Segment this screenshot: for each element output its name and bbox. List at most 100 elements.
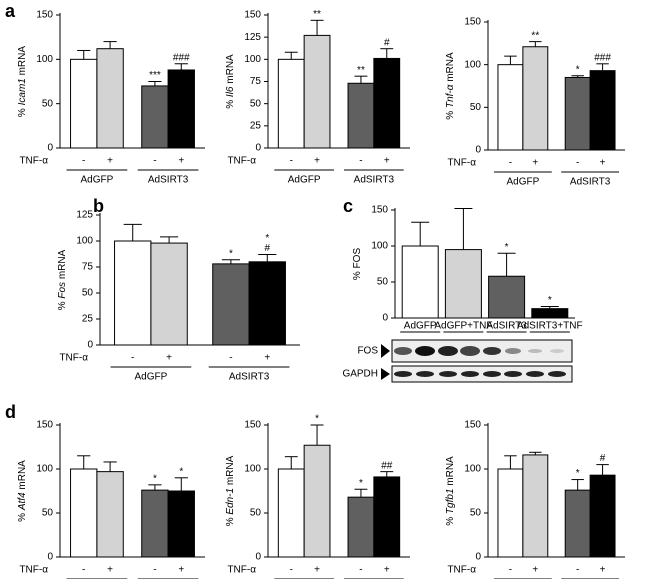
y-axis-label: % Il6 mRNA [225,54,236,109]
band [416,371,434,377]
y-tick-label: 150 [36,10,53,21]
significance-label: # [384,37,390,48]
y-tick-label: 100 [464,59,481,70]
group-label: AdSIRT3 [570,177,611,188]
x-tick-label: + [107,565,113,576]
bar [589,474,616,558]
group-label: AdGFP [81,175,114,186]
x-tick-label: - [229,353,232,364]
significance-label: ### [594,52,611,63]
bar [277,468,305,558]
y-tick-label: 125 [244,32,261,43]
bar [303,34,331,149]
row-label: TNF-α [447,158,476,169]
band [483,371,501,377]
y-axis-label-part: % [225,97,236,109]
y-axis-label-part: Fos [57,282,68,299]
y-tick-label: 25 [250,120,262,131]
significance-label: * [505,242,509,253]
band [394,371,412,377]
y-axis-label-part: Tgfb1 [445,488,456,514]
bar [564,76,591,151]
group-label: AdSIRT3 [148,175,189,186]
y-axis-label: % Edn-1 mRNA [225,455,236,526]
blot-fos [391,339,573,363]
significance-label: * [229,248,233,259]
x-tick-label: + [384,156,390,167]
group-label: AdSIRT3 [354,175,395,186]
y-tick-label: 150 [244,10,261,21]
x-tick-label: + [532,158,538,169]
row-label: TNF-α [19,156,48,167]
band [461,371,479,377]
y-tick-label: 50 [470,102,482,113]
row-label: TNF-α [447,565,476,576]
y-tick-label: 50 [377,277,389,288]
y-axis-label-part: % FOS [352,248,363,281]
y-tick-label: 150 [371,205,388,216]
significance-label: * [548,295,552,306]
x-tick-label: - [576,158,579,169]
y-tick-label: 0 [47,552,53,563]
bar [141,85,169,149]
bar [373,57,401,149]
significance-label: ** [357,65,365,76]
y-tick-label: 100 [244,464,261,475]
bar [114,240,152,346]
row-label: TNF-α [227,156,256,167]
x-tick-label: + [600,565,606,576]
significance-label: # [600,453,606,464]
x-tick-label: + [384,565,390,576]
y-tick-label: 100 [76,236,93,247]
panel-letter: d [5,402,16,422]
band [548,371,566,377]
y-tick-label: 0 [87,340,93,351]
y-axis-label: % Atf4 mRNA [17,460,28,522]
bar [401,245,439,319]
y-axis-label-part: % [445,108,456,120]
x-tick-label: + [178,565,184,576]
band [528,349,542,353]
y-tick-label: 150 [244,420,261,431]
significance-label: * [315,414,319,425]
band [550,349,564,353]
significance-label: * [576,468,580,479]
band [505,348,521,354]
y-tick-label: 125 [76,210,93,221]
significance-label: ** [313,9,321,20]
bar [522,46,549,151]
y-tick-label: 50 [250,508,262,519]
x-tick-label: - [290,565,293,576]
bar [141,489,169,558]
x-tick-label: - [509,565,512,576]
x-tick-label: - [359,565,362,576]
y-tick-label: 0 [475,145,481,156]
x-tick-label: - [153,156,156,167]
bar [70,468,98,558]
x-tick-label: - [576,565,579,576]
group-label: AdGFP [288,175,321,186]
significance-label: * [359,478,363,489]
bar [248,261,286,346]
group-label: AdGFP [506,177,539,188]
bar [347,496,375,558]
significance-label: ** [531,30,539,41]
western-blot: FOS GAPDH [342,339,573,383]
x-tick-label: + [314,156,320,167]
band [438,346,458,356]
row-label: TNF-α [19,565,48,576]
y-axis-label: % Tnf-α mRNA [445,52,456,120]
x-tick-label: + [264,353,270,364]
y-tick-label: 150 [464,17,481,28]
y-tick-label: 100 [244,54,261,65]
bar [531,308,569,319]
y-axis-label-part: % [17,510,28,522]
blot-gapdh [391,365,573,383]
significance-label: *** [149,70,161,81]
y-tick-label: 50 [42,508,54,519]
bar [303,444,331,558]
y-tick-label: 0 [255,552,261,563]
y-tick-label: 50 [250,98,262,109]
y-tick-label: 50 [82,288,94,299]
y-axis-label-part: mRNA [57,249,68,282]
